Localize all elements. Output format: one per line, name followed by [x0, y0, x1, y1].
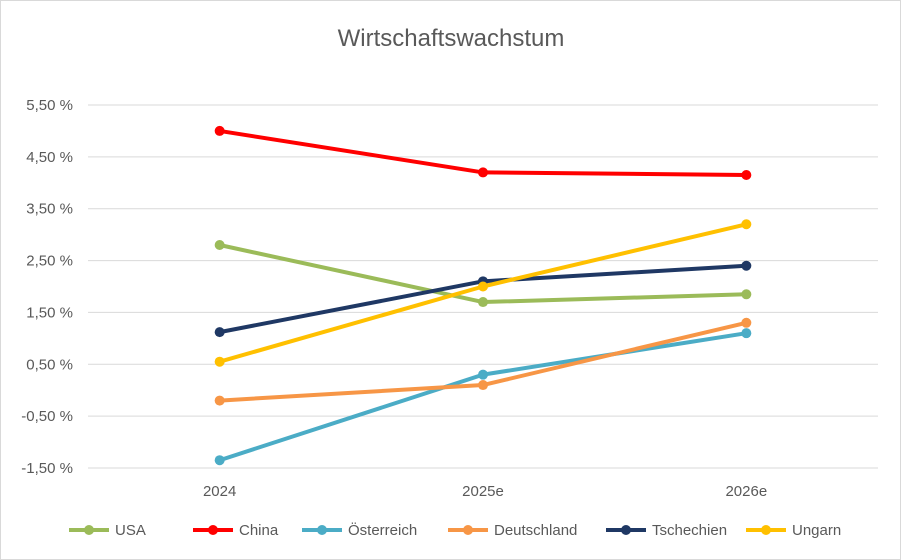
- data-point: [741, 170, 752, 181]
- data-point: [478, 369, 488, 380]
- data-point: [478, 281, 488, 292]
- data-point: [741, 260, 752, 271]
- data-point: [214, 125, 225, 136]
- x-tick-label: 2024: [203, 483, 236, 500]
- legend-label: China: [239, 522, 279, 539]
- legend-item: Ungarn: [746, 522, 841, 539]
- legend-item: Deutschland: [448, 522, 577, 539]
- y-tick-label: -1,50 %: [21, 460, 73, 477]
- series-line: [217, 243, 749, 305]
- series-deutschland: [214, 317, 752, 406]
- data-point: [214, 455, 225, 466]
- legend-item: China: [193, 522, 279, 539]
- x-tick-label: 2026e: [725, 483, 767, 500]
- y-tick-label: -0,50 %: [21, 408, 73, 425]
- series-ungarn: [214, 219, 752, 367]
- legend-label: Tschechien: [652, 522, 727, 539]
- data-point: [214, 395, 225, 406]
- y-axis-ticks: 5,50 % 4,50 % 3,50 % 2,50 % 1,50 % 0,50 % -0,5…: [21, 97, 73, 477]
- legend-item: Österreich: [302, 521, 417, 539]
- legend-label: USA: [115, 522, 146, 539]
- data-point: [741, 219, 752, 230]
- legend-label: Österreich: [348, 521, 417, 539]
- data-point: [478, 297, 488, 308]
- data-point: [478, 167, 488, 178]
- legend-marker: [84, 525, 94, 535]
- legend-marker: [761, 525, 771, 535]
- data-point: [214, 356, 225, 367]
- legend-item: USA: [69, 522, 146, 539]
- data-point: [741, 328, 752, 339]
- x-tick-label: 2025e: [462, 483, 504, 500]
- series-lines: [214, 125, 752, 466]
- series-österreich: [214, 328, 752, 466]
- data-point: [741, 317, 752, 328]
- data-point: [478, 380, 488, 391]
- x-axis-ticks: 2024 2025e 2026e: [203, 483, 767, 500]
- legend: USA China Österreich Deutschland Tschechien U…: [69, 521, 841, 539]
- data-point: [741, 289, 752, 300]
- y-tick-label: 3,50 %: [26, 201, 73, 218]
- legend-label: Ungarn: [792, 522, 841, 539]
- y-tick-label: 0,50 %: [26, 356, 73, 373]
- series-usa: [214, 240, 752, 308]
- data-point: [214, 240, 225, 251]
- series-china: [214, 125, 752, 181]
- data-point: [214, 327, 225, 338]
- y-tick-label: 1,50 %: [26, 304, 73, 321]
- legend-marker: [208, 525, 218, 535]
- legend-item: Tschechien: [606, 522, 727, 539]
- legend-marker: [317, 525, 327, 535]
- y-tick-label: 2,50 %: [26, 253, 73, 270]
- legend-label: Deutschland: [494, 522, 577, 539]
- legend-marker: [463, 525, 473, 535]
- y-tick-label: 5,50 %: [26, 97, 73, 114]
- chart-title: Wirtschaftswachstum: [338, 25, 565, 52]
- legend-marker: [621, 525, 631, 535]
- y-tick-label: 4,50 %: [26, 149, 73, 166]
